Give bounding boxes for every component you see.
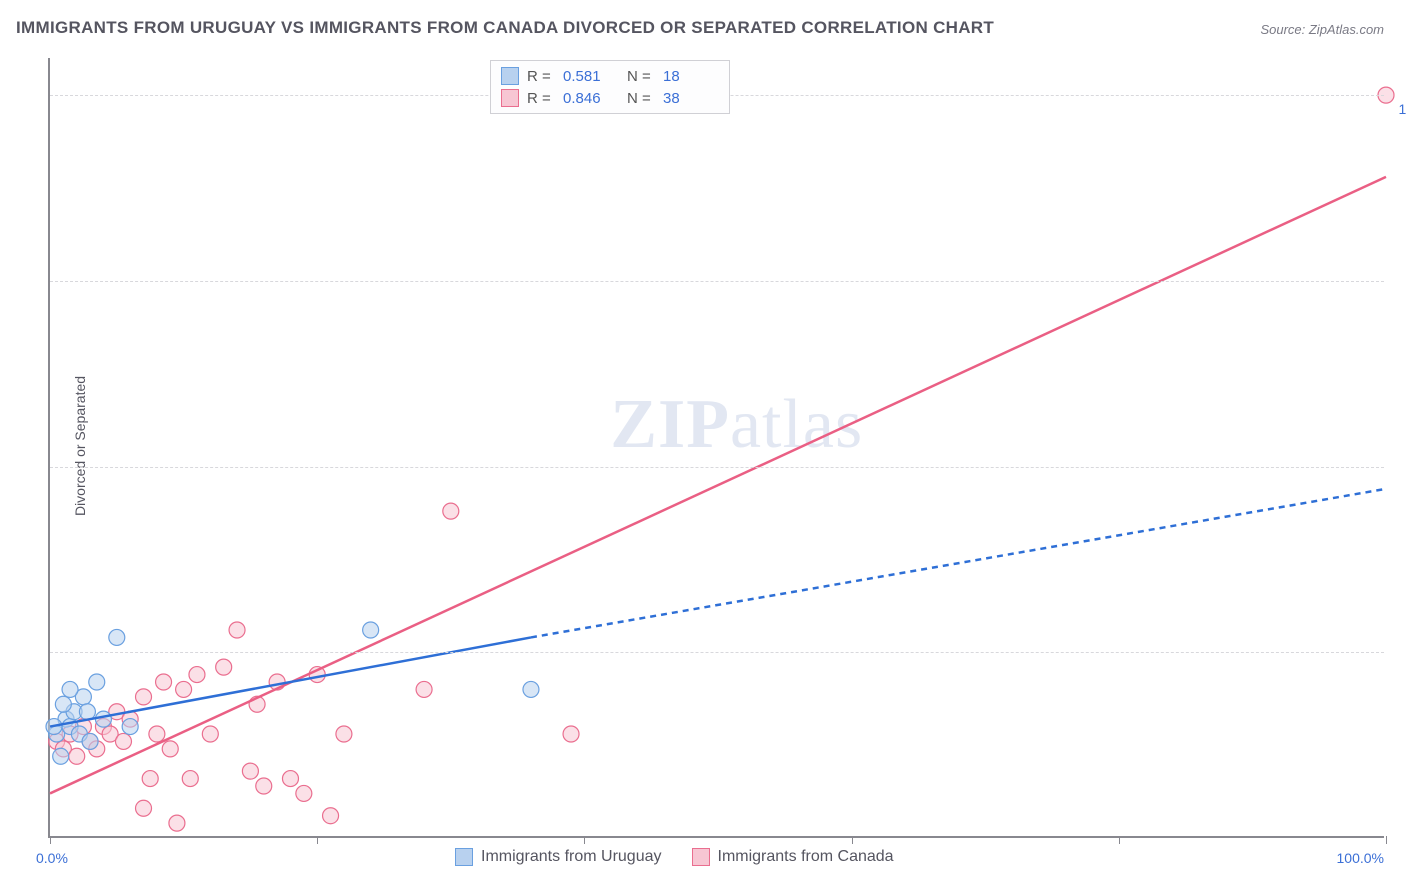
x-axis-max-label: 100.0% xyxy=(1337,850,1384,866)
canada-point xyxy=(156,674,172,690)
uruguay-trendline xyxy=(50,637,531,726)
canada-point xyxy=(323,808,339,824)
uruguay-point xyxy=(55,696,71,712)
legend-label: Immigrants from Canada xyxy=(718,848,894,866)
canada-point xyxy=(176,681,192,697)
canada-swatch-icon xyxy=(692,848,710,866)
canada-point xyxy=(202,726,218,742)
canada-point xyxy=(115,733,131,749)
legend-item-canada: Immigrants from Canada xyxy=(692,848,894,866)
uruguay-point xyxy=(53,748,69,764)
canada-point xyxy=(416,681,432,697)
canada-point xyxy=(242,763,258,779)
uruguay-point xyxy=(122,719,138,735)
x-tick xyxy=(50,836,51,844)
canada-point xyxy=(256,778,272,794)
r-value: 0.846 xyxy=(563,90,619,107)
source-attribution: Source: ZipAtlas.com xyxy=(1260,22,1384,37)
uruguay-point xyxy=(109,629,125,645)
canada-point xyxy=(189,667,205,683)
uruguay-point xyxy=(79,704,95,720)
r-label: R = xyxy=(527,90,555,107)
uruguay-point xyxy=(523,681,539,697)
x-tick xyxy=(317,836,318,844)
canada-point xyxy=(229,622,245,638)
gridline-h xyxy=(50,652,1384,653)
x-tick xyxy=(584,836,585,844)
canada-trendline xyxy=(50,177,1386,794)
canada-point xyxy=(282,771,298,787)
canada-point xyxy=(169,815,185,831)
uruguay-point xyxy=(62,681,78,697)
n-label: N = xyxy=(627,90,655,107)
canada-swatch-icon xyxy=(501,89,519,107)
canada-point xyxy=(296,785,312,801)
x-axis-min-label: 0.0% xyxy=(36,850,68,866)
r-value: 0.581 xyxy=(563,68,619,85)
canada-point xyxy=(162,741,178,757)
x-tick xyxy=(1119,836,1120,844)
legend-stat-row-canada: R = 0.846 N = 38 xyxy=(501,87,719,109)
canada-point xyxy=(336,726,352,742)
y-tick-label: 100.0% xyxy=(1399,101,1406,117)
n-label: N = xyxy=(627,68,655,85)
gridline-h xyxy=(50,281,1384,282)
correlation-legend: R = 0.581 N = 18 R = 0.846 N = 38 xyxy=(490,60,730,114)
canada-point xyxy=(142,771,158,787)
uruguay-point xyxy=(89,674,105,690)
canada-point xyxy=(443,503,459,519)
n-value: 18 xyxy=(663,68,719,85)
uruguay-point xyxy=(363,622,379,638)
chart-container: IMMIGRANTS FROM URUGUAY VS IMMIGRANTS FR… xyxy=(0,0,1406,892)
legend-stat-row-uruguay: R = 0.581 N = 18 xyxy=(501,65,719,87)
uruguay-swatch-icon xyxy=(501,67,519,85)
gridline-h xyxy=(50,467,1384,468)
canada-point xyxy=(182,771,198,787)
uruguay-point xyxy=(82,733,98,749)
canada-point xyxy=(136,689,152,705)
legend-label: Immigrants from Uruguay xyxy=(481,848,662,866)
uruguay-swatch-icon xyxy=(455,848,473,866)
x-tick xyxy=(1386,836,1387,844)
uruguay-point xyxy=(95,711,111,727)
legend-item-uruguay: Immigrants from Uruguay xyxy=(455,848,662,866)
series-legend: Immigrants from Uruguay Immigrants from C… xyxy=(455,848,894,866)
chart-title: IMMIGRANTS FROM URUGUAY VS IMMIGRANTS FR… xyxy=(16,18,994,38)
plot-area: ZIPatlas 25.0%50.0%75.0%100.0% xyxy=(48,58,1384,838)
canada-point xyxy=(216,659,232,675)
r-label: R = xyxy=(527,68,555,85)
x-tick xyxy=(852,836,853,844)
canada-point xyxy=(136,800,152,816)
canada-point xyxy=(563,726,579,742)
canada-point xyxy=(149,726,165,742)
canada-point xyxy=(69,748,85,764)
plot-svg xyxy=(50,58,1386,838)
n-value: 38 xyxy=(663,90,719,107)
